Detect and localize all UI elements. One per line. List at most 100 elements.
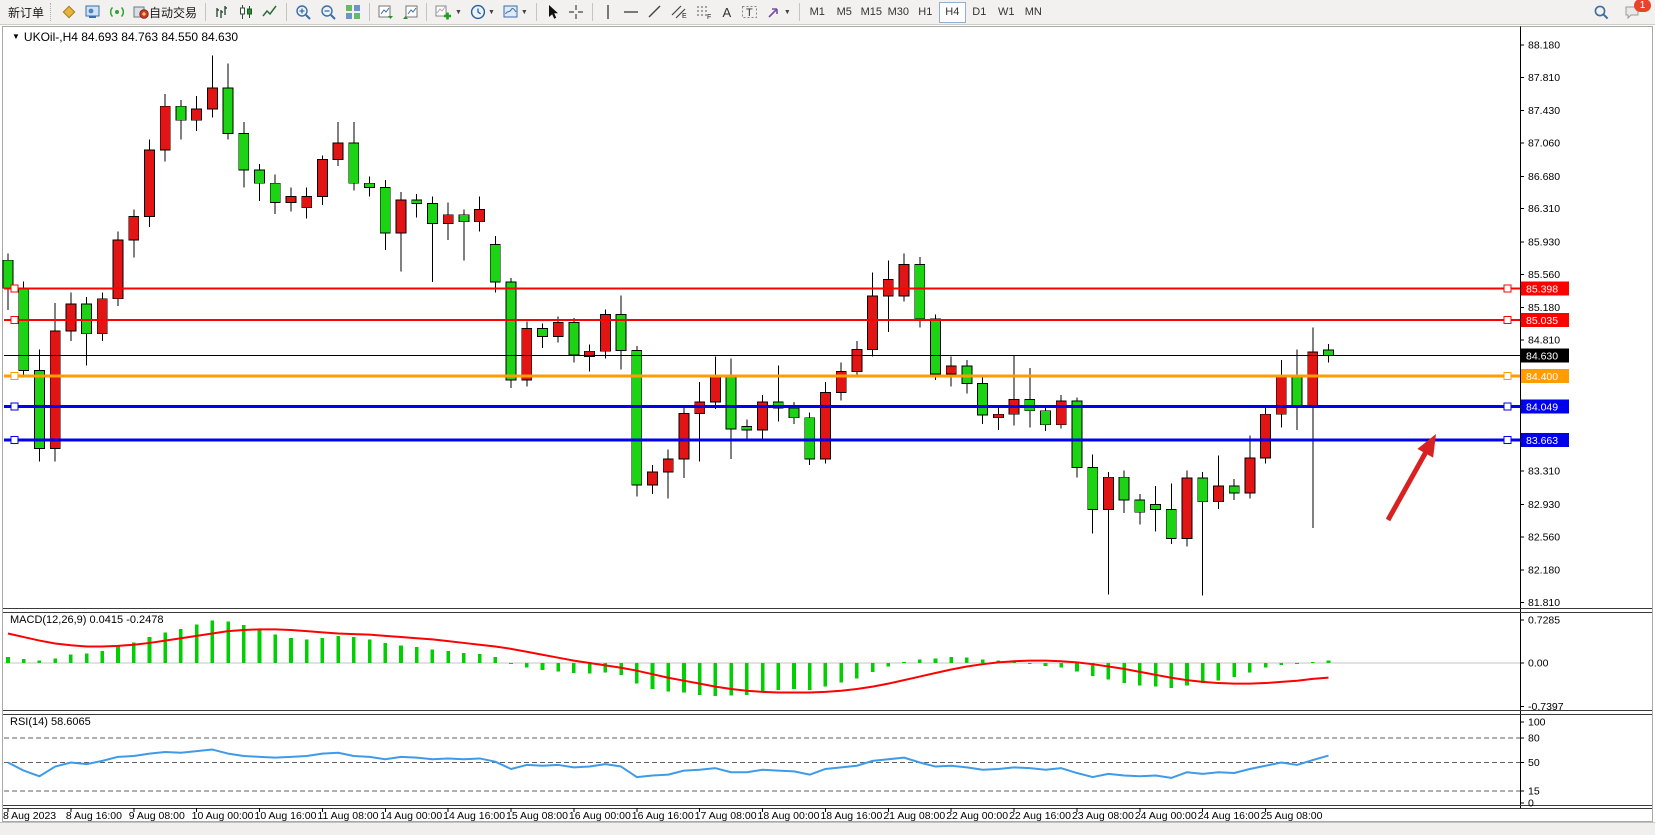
candle	[301, 195, 313, 209]
zoom-out-button[interactable]	[316, 2, 341, 23]
time-label: 10 Aug 00:00	[192, 810, 254, 822]
fibonacci-tool[interactable]: F	[692, 2, 717, 23]
macd-histogram-bar	[572, 663, 576, 674]
auto-trading-button[interactable]: 自动交易	[129, 2, 201, 23]
macd-histogram-bar	[430, 649, 435, 663]
level-line-handle[interactable]	[10, 371, 19, 380]
notifications-button[interactable]: 1	[1620, 0, 1651, 23]
chart-canvas[interactable]: 88.180 87.810 87.430 87.060 86.680 86.310 85.9…	[0, 25, 1655, 822]
candle	[348, 142, 360, 184]
search-button[interactable]	[1589, 2, 1614, 23]
macd-histogram-bar	[477, 654, 482, 663]
terminal-icon-button[interactable]	[81, 2, 105, 23]
equidistant-channel-icon: E	[671, 5, 687, 20]
candle	[128, 216, 140, 241]
time-label: 24 Aug 00:00	[1135, 810, 1197, 822]
crosshair-tool-button[interactable]	[564, 2, 588, 23]
profile-next-button[interactable]	[374, 2, 398, 23]
level-line-handle[interactable]	[1503, 284, 1512, 293]
svg-text:E: E	[682, 13, 687, 20]
macd-histogram-bar	[320, 638, 325, 663]
bar-chart-icon	[216, 6, 228, 18]
candle	[945, 365, 957, 375]
price-badge	[1521, 281, 1569, 296]
timeframe-button-h1[interactable]: H1	[918, 6, 933, 18]
time-label: 10 Aug 16:00	[255, 810, 317, 822]
timeframe-button-w1[interactable]: W1	[998, 6, 1015, 18]
macd-label: MACD(12,26,9) 0.0415 -0.2478	[10, 614, 164, 626]
candle	[1087, 467, 1099, 511]
equidistant-channel-tool[interactable]: E	[667, 2, 692, 23]
candle	[710, 375, 721, 403]
arrows-tool[interactable]: ▼	[762, 2, 795, 23]
price-badge-label: 85.398	[1526, 283, 1558, 295]
timeframe-button-m30[interactable]: M30	[887, 6, 909, 18]
level-line-handle[interactable]	[1503, 371, 1512, 380]
template-button[interactable]: ▼	[499, 2, 532, 23]
signal-icon-button[interactable]	[105, 2, 129, 23]
macd-axis-label: 0.00	[1528, 658, 1549, 670]
trend-line-tool[interactable]	[643, 2, 667, 23]
vertical-line-tool[interactable]	[597, 2, 619, 23]
candle	[1260, 413, 1271, 459]
toolbar-separator	[369, 3, 371, 21]
macd-histogram-bar	[1232, 663, 1236, 678]
text-label-tool[interactable]: T	[737, 2, 762, 23]
rsi-axis-label: 80	[1528, 733, 1540, 745]
horizontal-line-tool[interactable]	[619, 2, 643, 23]
candle	[2, 259, 14, 289]
profile-prev-button[interactable]	[398, 2, 422, 23]
candle	[1150, 503, 1161, 511]
level-line-handle[interactable]	[10, 436, 19, 445]
main-toolbar: 新订单 自动交易 ▼ ▼	[0, 0, 1655, 25]
macd-histogram-bar	[414, 647, 419, 663]
level-line-handle[interactable]	[1503, 316, 1512, 325]
level-line-handle[interactable]	[1503, 436, 1512, 445]
candle	[725, 375, 737, 430]
price-tick-label: 81.810	[1528, 597, 1560, 609]
level-line-handle[interactable]	[10, 316, 19, 325]
level-line-handle[interactable]	[10, 402, 19, 411]
fibonacci-icon: F	[696, 6, 711, 20]
bar-chart-button[interactable]	[210, 2, 234, 23]
cursor-tool-button[interactable]	[541, 2, 564, 23]
collapse-triangle-icon[interactable]: ▼	[12, 32, 20, 41]
candle	[332, 142, 344, 161]
horizontal-line-icon	[623, 11, 638, 13]
candle	[521, 328, 533, 381]
timeframe-button-m15[interactable]: M15	[860, 6, 882, 18]
candle	[1213, 485, 1224, 503]
candle	[18, 287, 30, 371]
add-chart-button[interactable]: ▼	[431, 2, 466, 23]
text-tool[interactable]: A	[722, 4, 732, 20]
timeframe-button-mn[interactable]: MN	[1024, 6, 1042, 18]
candlestick-chart-button[interactable]	[234, 2, 258, 23]
price-badge-label: 84.630	[1526, 351, 1558, 363]
candle	[1040, 410, 1051, 426]
macd-histogram-bar	[37, 660, 42, 663]
timeframe-button-m5[interactable]: M5	[836, 6, 852, 18]
candle	[851, 349, 863, 372]
toolbar-separator	[286, 3, 288, 21]
profile-next-icon	[378, 5, 394, 19]
level-line-handle[interactable]	[10, 284, 19, 293]
period-button[interactable]: ▼	[466, 2, 499, 23]
tile-windows-button[interactable]	[341, 2, 365, 23]
timeframe-button-h4[interactable]: H4	[938, 1, 966, 23]
new-order-button[interactable]: 新订单	[4, 2, 48, 23]
price-tick-label: 87.430	[1528, 105, 1560, 117]
macd-value: 0.0415	[89, 614, 124, 626]
timeframe-button-d1[interactable]: D1	[972, 6, 987, 18]
level-line-handle[interactable]	[1503, 402, 1512, 411]
macd-histogram-bar	[1138, 663, 1142, 686]
candle	[65, 303, 77, 332]
trend-arrow-shaft[interactable]	[1385, 448, 1430, 522]
macd-histogram-bar	[462, 652, 466, 663]
timeframe-button-m1[interactable]: M1	[809, 6, 825, 18]
trend-arrow-head[interactable]	[1417, 434, 1436, 458]
zoom-in-button[interactable]	[291, 2, 316, 23]
new-order-icon[interactable]	[57, 2, 81, 23]
macd-histogram-bar	[116, 646, 120, 663]
candle	[1118, 476, 1130, 501]
line-chart-button[interactable]	[258, 2, 282, 23]
